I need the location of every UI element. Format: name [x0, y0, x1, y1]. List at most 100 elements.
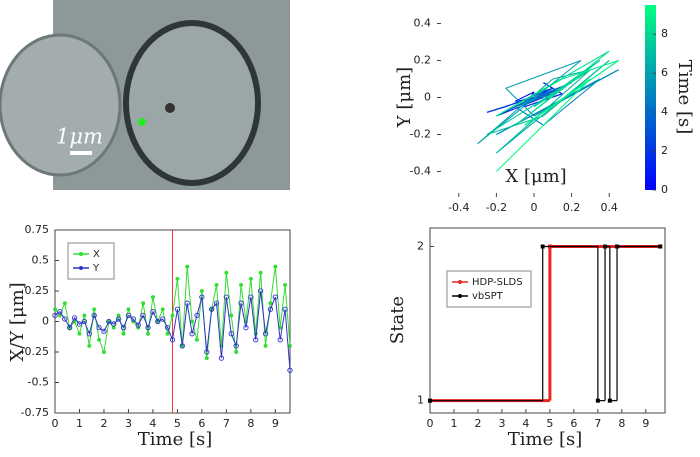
- data-point: [258, 270, 263, 275]
- state-point: [540, 244, 545, 249]
- vacuole: [165, 103, 175, 113]
- x-tick-label: 4: [149, 417, 156, 430]
- trajectory-segment: [514, 91, 535, 102]
- colorbar-label: Time [s]: [674, 60, 695, 135]
- colorbar-tick-label: 4: [661, 105, 668, 118]
- data-point: [160, 316, 166, 322]
- data-point: [164, 324, 171, 331]
- data-point: [67, 324, 73, 331]
- legend-marker: [458, 280, 462, 284]
- data-point: [81, 318, 88, 325]
- data-point: [234, 350, 239, 354]
- state-point: [428, 398, 432, 403]
- x-tick-label: 5: [174, 417, 181, 430]
- trajectory-segment: [562, 59, 619, 80]
- x-tick-label: 7: [223, 417, 230, 430]
- data-point: [92, 307, 97, 312]
- x-axis-label: X [μm]: [505, 166, 566, 187]
- x-tick-label: 5: [546, 417, 553, 430]
- x-tick-label: 9: [272, 417, 279, 430]
- x-tick-label: 6: [198, 417, 205, 430]
- trajectory-segment: [505, 59, 582, 89]
- x-tick-label: 6: [570, 417, 577, 430]
- y-tick-label: 0.5: [32, 254, 50, 267]
- legend-label: X: [93, 249, 100, 260]
- data-point: [82, 313, 87, 318]
- data-point: [229, 313, 234, 318]
- data-point: [189, 331, 195, 337]
- data-point: [288, 343, 292, 348]
- data-point: [174, 306, 181, 312]
- y-tick-label: 1: [417, 394, 424, 407]
- data-point: [62, 301, 67, 306]
- x-tick-label: 1: [450, 417, 457, 430]
- plot-frame: [429, 227, 666, 414]
- data-point: [150, 295, 155, 300]
- data-point: [283, 282, 288, 287]
- x-tick-label: 4: [522, 417, 529, 430]
- y-tick-label: -0.4: [410, 165, 431, 178]
- scale-label: 1μm: [56, 125, 103, 149]
- data-point: [257, 288, 264, 294]
- data-point: [111, 321, 117, 327]
- data-point: [57, 309, 63, 315]
- data-point: [238, 300, 244, 306]
- data-point: [140, 312, 146, 319]
- x-tick-label: 3: [125, 417, 132, 430]
- y-tick-label: 0.4: [414, 17, 432, 30]
- legend-box: [446, 270, 532, 308]
- data-point: [126, 307, 131, 312]
- x-tick-label: 0.4: [600, 201, 618, 214]
- data-point: [209, 306, 215, 312]
- x-tick-label: 0: [427, 417, 434, 430]
- data-point: [169, 337, 176, 343]
- trajectory-segment: [496, 78, 591, 172]
- series-line: [54, 290, 291, 371]
- cell: [123, 20, 261, 186]
- data-point: [97, 337, 102, 342]
- data-point: [223, 294, 230, 300]
- data-point: [248, 276, 253, 281]
- colorbar-tick-label: 0: [661, 183, 668, 196]
- data-point: [150, 309, 156, 315]
- data-point: [199, 294, 205, 300]
- data-point: [91, 312, 97, 319]
- data-point: [267, 306, 274, 312]
- data-point: [135, 322, 141, 328]
- trajectory-segment: [496, 78, 563, 117]
- data-point: [141, 301, 146, 306]
- colorbar-tick-label: 8: [661, 27, 668, 40]
- data-point: [190, 319, 195, 324]
- x-tick-label: 3: [498, 417, 505, 430]
- data-point: [155, 318, 161, 325]
- data-point: [228, 331, 234, 337]
- y-tick-label: -0.25: [21, 345, 49, 358]
- data-point: [262, 331, 269, 337]
- x-tick-label: 2: [100, 417, 107, 430]
- y-tick-label: 0.75: [25, 223, 50, 236]
- data-point: [204, 356, 209, 361]
- data-point: [184, 300, 190, 306]
- trajectory-segment: [515, 93, 553, 108]
- data-point: [204, 349, 210, 355]
- data-point: [145, 324, 151, 331]
- cell-image: 1μm: [0, 0, 290, 190]
- x-tick-label: -0.2: [486, 201, 507, 214]
- data-point: [185, 264, 190, 269]
- data-point: [179, 343, 185, 349]
- trajectory-segment: [524, 78, 591, 126]
- state-point: [658, 244, 663, 249]
- x-tick-label: 8: [618, 417, 625, 430]
- x-axis-label: Time [s]: [508, 429, 583, 450]
- data-point: [253, 337, 259, 343]
- data-point: [120, 324, 127, 331]
- legend-marker: [79, 252, 83, 256]
- data-point: [115, 316, 122, 322]
- colorbar-tick-label: 2: [661, 144, 668, 157]
- y-axis-label: State: [387, 296, 408, 344]
- data-point: [165, 331, 170, 336]
- y-tick-label: 0: [42, 315, 49, 328]
- data-point: [195, 337, 199, 342]
